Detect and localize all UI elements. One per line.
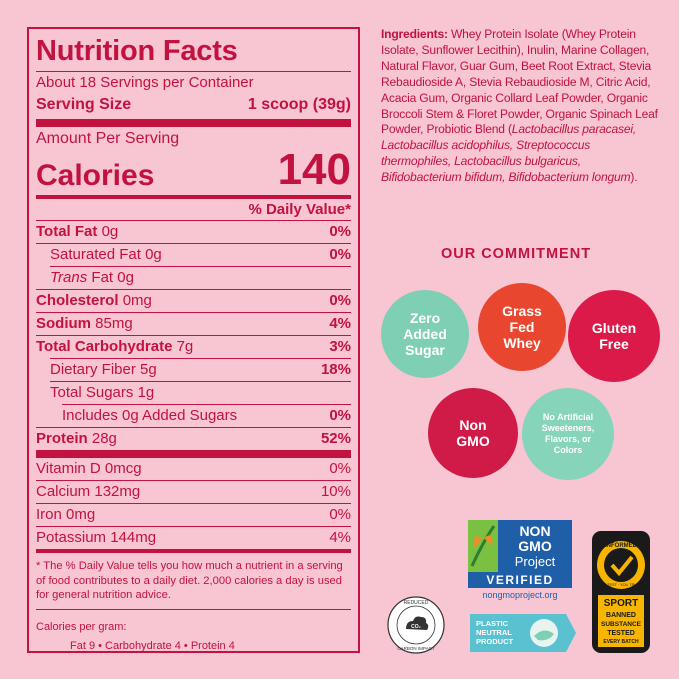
calories-per-gram-label: Calories per gram:	[36, 620, 127, 633]
nutrient-row-total-sugars: Total Sugars 1g	[50, 384, 155, 401]
ingredients-text: Ingredients: Whey Protein Isolate (Whey …	[381, 27, 658, 185]
calories-label: Calories	[36, 159, 155, 192]
ingredients-label: Ingredients:	[381, 27, 448, 41]
vitamin-row-vitamin-d: Vitamin D 0mcg 0%	[36, 460, 351, 477]
svg-text:CO₂: CO₂	[411, 624, 421, 630]
nutrient-row-protein: Protein 28g 52%	[36, 430, 351, 447]
nutrient-row-saturated-fat: Saturated Fat 0g 0%	[50, 246, 351, 263]
svg-text:VERIFIED: VERIFIED	[486, 573, 553, 587]
vitamin-row-calcium: Calcium 132mg 10%	[36, 483, 351, 500]
reduced-carbon-impact-logo: CO₂ REDUCED CARBON IMPACT	[387, 596, 445, 654]
nutrient-row-total-carbohydrate: Total Carbohydrate 7g 3%	[36, 338, 351, 355]
svg-text:TESTED: TESTED	[607, 630, 635, 637]
svg-text:GMO: GMO	[518, 538, 552, 554]
nutrient-row-cholesterol: Cholesterol 0mg 0%	[36, 292, 351, 309]
calories-row: Calories 140	[36, 145, 351, 194]
nutrient-row-trans-fat: Trans Fat 0g	[50, 269, 134, 286]
svg-text:PLASTIC: PLASTIC	[476, 619, 509, 628]
svg-text:CARBON IMPACT: CARBON IMPACT	[397, 646, 434, 651]
leaf-icon	[534, 630, 554, 641]
badge-gluten-free: Gluten Free	[568, 290, 660, 382]
svg-text:SUBSTANCE: SUBSTANCE	[601, 621, 642, 628]
plastic-neutral-logo: PLASTIC NEUTRAL PRODUCT	[470, 614, 576, 652]
badge-non-gmo: Non GMO	[428, 388, 518, 478]
nutrient-row-sodium: Sodium 85mg 4%	[36, 315, 351, 332]
butterfly-icon	[473, 536, 482, 548]
svg-text:INFORMED: INFORMED	[605, 543, 638, 549]
nutrient-row-added-sugars: Includes 0g Added Sugars 0%	[62, 407, 351, 424]
calories-value: 140	[277, 145, 351, 194]
checkmark-icon	[610, 555, 634, 577]
non-gmo-project-logo: NON GMO Project VERIFIED nongmoproject.o…	[468, 520, 572, 600]
badge-zero-added-sugar: Zero Added Sugar	[381, 290, 469, 378]
cloud-icon	[406, 616, 429, 630]
commitment-title: OUR COMMITMENT	[440, 246, 592, 262]
nutrition-facts-title: Nutrition Facts	[36, 35, 238, 67]
svg-text:NON: NON	[519, 523, 550, 539]
calories-per-gram-values: Fat 9 • Carbohydrate 4 • Protein 4	[70, 639, 235, 652]
nutrient-row-dietary-fiber: Dietary Fiber 5g 18%	[50, 361, 351, 378]
nutrition-facts-panel: Nutrition Facts About 18 Servings per Co…	[27, 27, 360, 653]
informed-sport-logo: INFORMED WE TEST · YOU TRUST SPORT BANNE…	[592, 531, 650, 653]
svg-text:BANNED: BANNED	[606, 612, 636, 619]
serving-size-row: Serving Size 1 scoop (39g)	[36, 96, 351, 113]
svg-text:nongmoproject.org: nongmoproject.org	[482, 590, 557, 600]
daily-value-footnote: * The % Daily Value tells you how much a…	[36, 560, 343, 601]
badge-grass-fed-whey: Grass Fed Whey	[478, 283, 566, 371]
svg-text:WE TEST · YOU TRUST: WE TEST · YOU TRUST	[600, 583, 643, 587]
amount-per-serving: Amount Per Serving	[36, 130, 180, 147]
svg-text:NEUTRAL: NEUTRAL	[476, 628, 512, 637]
badge-no-artificial: No Artificial Sweeteners, Flavors, or Color…	[522, 388, 614, 480]
servings-per-container: About 18 Servings per Container	[36, 74, 254, 91]
svg-text:PRODUCT: PRODUCT	[476, 637, 514, 646]
nutrient-row-total-fat: Total Fat 0g 0%	[36, 223, 351, 240]
vitamin-row-iron: Iron 0mg 0%	[36, 506, 351, 523]
svg-text:EVERY BATCH: EVERY BATCH	[603, 639, 639, 645]
svg-text:REDUCED: REDUCED	[404, 600, 429, 606]
svg-text:Project: Project	[515, 554, 556, 569]
svg-text:SPORT: SPORT	[604, 598, 638, 609]
vitamin-row-potassium: Potassium 144mg 4%	[36, 529, 351, 546]
daily-value-header: % Daily Value*	[248, 201, 351, 218]
